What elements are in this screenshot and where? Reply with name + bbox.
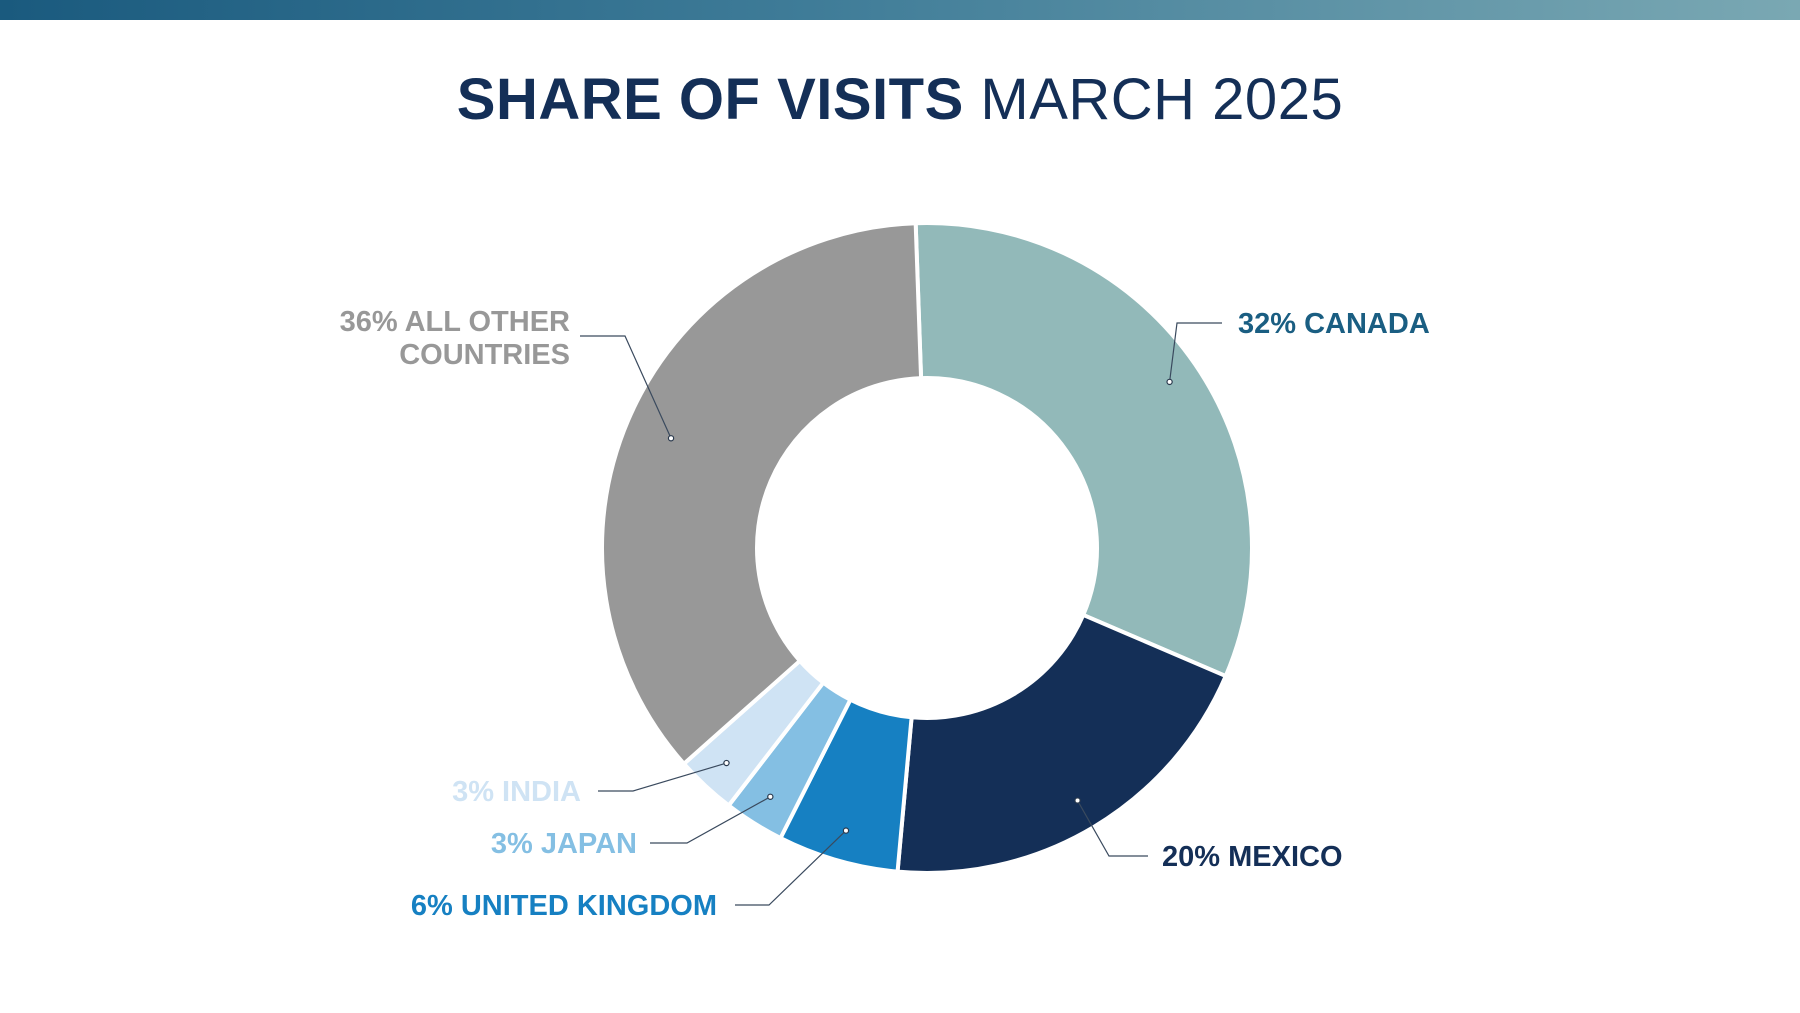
donut-slice	[895, 612, 1229, 875]
leader-dot	[767, 793, 774, 800]
chart-title-bold: SHARE OF VISITS	[456, 67, 964, 132]
slice-label: 3% JAPAN	[491, 828, 637, 860]
donut-slices	[600, 221, 1254, 875]
leader-line	[1077, 800, 1148, 857]
leader-line	[650, 796, 771, 844]
donut-slice	[600, 221, 924, 767]
leader-dot	[1074, 797, 1081, 804]
leader-line	[580, 335, 672, 439]
leader-dot	[1166, 378, 1173, 386]
slice-label: 32% CANADA	[1238, 308, 1430, 340]
leader-dot	[842, 827, 850, 834]
leader-line	[598, 762, 727, 792]
slice-label: 6% UNITED KINGDOM	[411, 890, 717, 922]
leader-line	[735, 830, 847, 906]
slice-label: 20% MEXICO	[1162, 841, 1343, 873]
chart-title-light: MARCH 2025	[980, 67, 1344, 132]
slice-label: 3% INDIA	[452, 776, 581, 808]
leader-dot	[723, 759, 730, 767]
chart-title: SHARE OF VISITS MARCH 2025	[0, 66, 1800, 133]
slice-label: 36% ALL OTHER COUNTRIES	[340, 306, 570, 371]
label-leader-lines	[580, 322, 1222, 906]
top-accent-bar	[0, 0, 1800, 20]
leader-line	[1168, 322, 1222, 382]
donut-slice	[913, 221, 1254, 679]
leader-dot	[667, 435, 675, 442]
slice-labels: 32% CANADA 20% MEXICO 6% UNITED KINGDOM 3% …	[340, 306, 1430, 922]
